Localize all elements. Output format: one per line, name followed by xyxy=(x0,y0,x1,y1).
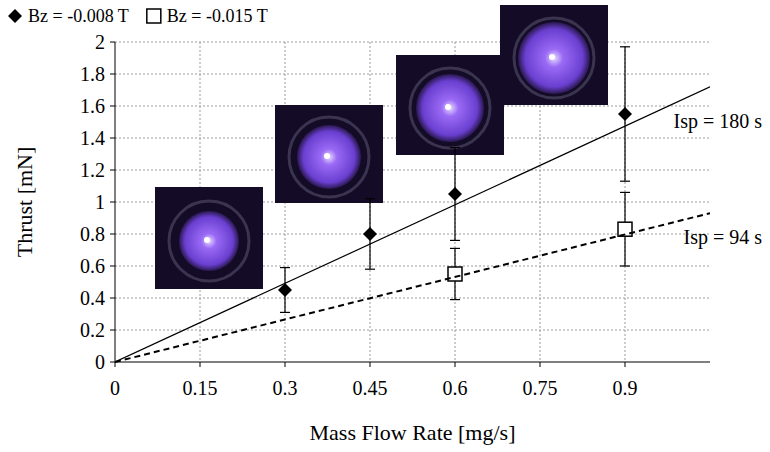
tick-x xyxy=(540,362,541,367)
photo-ring xyxy=(169,201,249,281)
photo-ring xyxy=(410,68,490,148)
photo xyxy=(275,105,383,203)
photo-plasma xyxy=(297,125,361,189)
x-axis-title: Mass Flow Rate [mg/s] xyxy=(310,420,516,445)
line-label: Isp = 180 s xyxy=(673,110,762,133)
tick-y xyxy=(110,106,115,107)
tick-x xyxy=(455,362,456,367)
tick-label-y: 1.6 xyxy=(80,95,105,117)
tick-label-y: 0.4 xyxy=(80,287,105,309)
tick-label-x: 0.3 xyxy=(273,377,298,399)
isp-line xyxy=(115,213,710,362)
photo-core xyxy=(324,153,330,159)
photo-plasma xyxy=(416,74,484,142)
tick-label-y: 2 xyxy=(95,31,105,53)
tick-label-x: 0 xyxy=(110,377,120,399)
tick-label-y: 0.8 xyxy=(80,223,105,245)
legend-label: Bz = -0.015 T xyxy=(167,6,268,26)
chart: 0 0.2 0.4 0.6 0.8 1 1.2 1.4 1.6 1.8 2 0 0.15 0.3 0.45 0… xyxy=(0,0,770,452)
photo-core xyxy=(549,54,555,60)
photo xyxy=(155,187,263,289)
photo xyxy=(500,5,608,105)
tick-y xyxy=(110,234,115,235)
error-cap xyxy=(365,198,375,199)
point xyxy=(363,227,377,241)
grid-line-y xyxy=(115,298,710,299)
error-cap xyxy=(450,248,460,249)
photo-bg xyxy=(396,55,504,155)
photo-core xyxy=(445,104,451,110)
tick-y xyxy=(110,362,115,363)
tick-label-y: 0 xyxy=(95,351,105,373)
tick-y xyxy=(110,298,115,299)
grid-line-y xyxy=(115,170,710,171)
tick-y xyxy=(110,74,115,75)
error-cap xyxy=(365,269,375,270)
point xyxy=(448,187,462,201)
tick-label-y: 0.6 xyxy=(80,255,105,277)
error-cap xyxy=(450,299,460,300)
tick-y xyxy=(110,266,115,267)
tick-label-y: 1.2 xyxy=(80,159,105,181)
plot-data xyxy=(115,47,710,362)
photo-core xyxy=(204,237,210,243)
photo-plasma xyxy=(179,211,239,271)
grid-line-y xyxy=(115,42,710,43)
photo-plasma xyxy=(518,22,590,94)
isp-line xyxy=(115,87,710,362)
tick-x xyxy=(625,362,626,367)
error-cap xyxy=(450,240,460,241)
error-cap xyxy=(620,181,630,182)
tick-label-y: 1 xyxy=(95,191,105,213)
error-cap xyxy=(280,267,290,268)
tick-label-y: 1.4 xyxy=(80,127,105,149)
tick-y xyxy=(110,170,115,171)
photo-ring xyxy=(289,117,369,197)
legend-item: Bz = -0.008 T xyxy=(8,6,129,26)
point xyxy=(618,107,632,121)
error-cap xyxy=(620,265,630,266)
line-label: Isp = 94 s xyxy=(683,226,762,249)
grid-line-x xyxy=(370,42,371,362)
tick-x xyxy=(200,362,201,367)
legend-marker xyxy=(147,9,161,23)
y-axis-title: Thrust [mN] xyxy=(12,147,37,258)
tick-label-y: 0.2 xyxy=(80,319,105,341)
photo-bg xyxy=(500,5,608,105)
tick-y xyxy=(110,42,115,43)
legend-marker xyxy=(8,9,22,23)
tick-y xyxy=(110,330,115,331)
grid-line-x xyxy=(625,42,626,362)
legend-item: Bz = -0.015 T xyxy=(147,6,268,26)
tick-label-y: 1.8 xyxy=(80,63,105,85)
tick-y xyxy=(110,202,115,203)
photo-ring xyxy=(514,18,594,98)
error-cap xyxy=(620,46,630,47)
tick-x xyxy=(370,362,371,367)
photo xyxy=(396,55,504,155)
tick-label-x: 0.9 xyxy=(613,377,638,399)
error-cap xyxy=(620,192,630,193)
y-axis xyxy=(115,42,116,362)
error-cap xyxy=(280,312,290,313)
tick-label-x: 0.75 xyxy=(523,377,558,399)
tick-label-x: 0.6 xyxy=(443,377,468,399)
photo-bg xyxy=(155,187,263,289)
legend-label: Bz = -0.008 T xyxy=(28,6,129,26)
grid-line-y xyxy=(115,330,710,331)
tick-label-x: 0.15 xyxy=(183,377,218,399)
error-cap xyxy=(450,147,460,148)
photo-bg xyxy=(275,105,383,203)
tick-x xyxy=(285,362,286,367)
tick-y xyxy=(110,138,115,139)
x-axis xyxy=(115,362,710,363)
tick-label-x: 0.45 xyxy=(353,377,388,399)
